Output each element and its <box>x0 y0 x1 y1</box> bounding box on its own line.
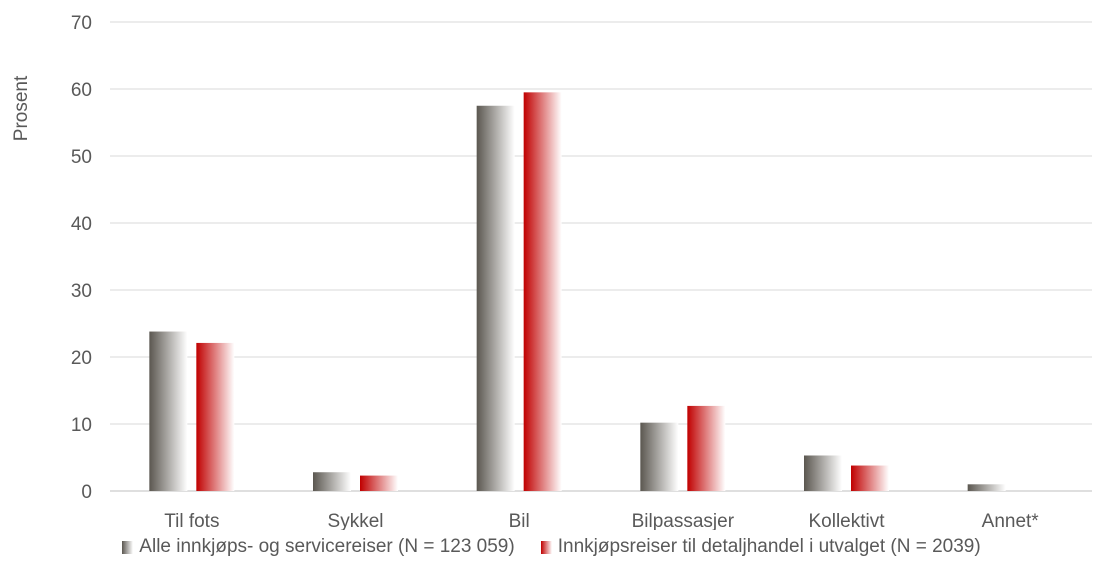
x-tick-label: Til fots <box>164 511 219 530</box>
y-tick-label: 10 <box>71 415 92 436</box>
bar-series-1-1 <box>149 331 188 491</box>
legend-label-series-2: Innkjøpsreiser til detaljhandel i utvalg… <box>557 536 981 557</box>
y-tick-label: 30 <box>71 281 92 302</box>
legend-label-series-1: Alle innkjøps- og servicereiser (N = 123… <box>139 536 515 557</box>
bar-series-2-3 <box>523 92 562 491</box>
x-tick-label: Bilpassasjer <box>632 511 735 530</box>
legend-swatch-series-2 <box>540 540 552 554</box>
y-tick-label: 50 <box>71 147 92 168</box>
y-tick-label: 40 <box>71 214 92 235</box>
x-tick-label: Sykkel <box>328 511 384 530</box>
bar-series-1-2 <box>313 472 351 491</box>
y-tick-label: 60 <box>71 80 92 101</box>
legend: Alle innkjøps- og servicereiser (N = 123… <box>0 536 1103 558</box>
x-tick-label: Kollektivt <box>808 511 885 530</box>
bar-series-1-4 <box>640 422 679 491</box>
bar-series-2-4 <box>687 405 726 491</box>
legend-swatch-series-1 <box>122 540 134 554</box>
bar-series-2-2 <box>360 475 398 491</box>
y-tick-label: 70 <box>71 13 92 34</box>
x-tick-label: Annet* <box>982 511 1040 530</box>
y-tick-label: 0 <box>81 482 92 503</box>
bar-chart: 0 10 20 30 40 50 60 70 Prosent Til fots Sykkel Bil B… <box>11 13 1092 532</box>
bar-series-2-1 <box>196 342 235 491</box>
x-tick-label: Bil <box>509 511 530 530</box>
bar-series-1-6 <box>967 484 1006 491</box>
legend-item-series-2: Innkjøpsreiser til detaljhandel i utvalg… <box>540 536 981 558</box>
bar-series-2-5 <box>851 465 889 491</box>
bar-series-1-3 <box>476 105 515 491</box>
y-axis-title: Prosent <box>11 75 32 141</box>
legend-item-series-1: Alle innkjøps- og servicereiser (N = 123… <box>122 536 515 558</box>
bar-series-1-5 <box>804 455 842 491</box>
y-tick-label: 20 <box>71 348 92 369</box>
